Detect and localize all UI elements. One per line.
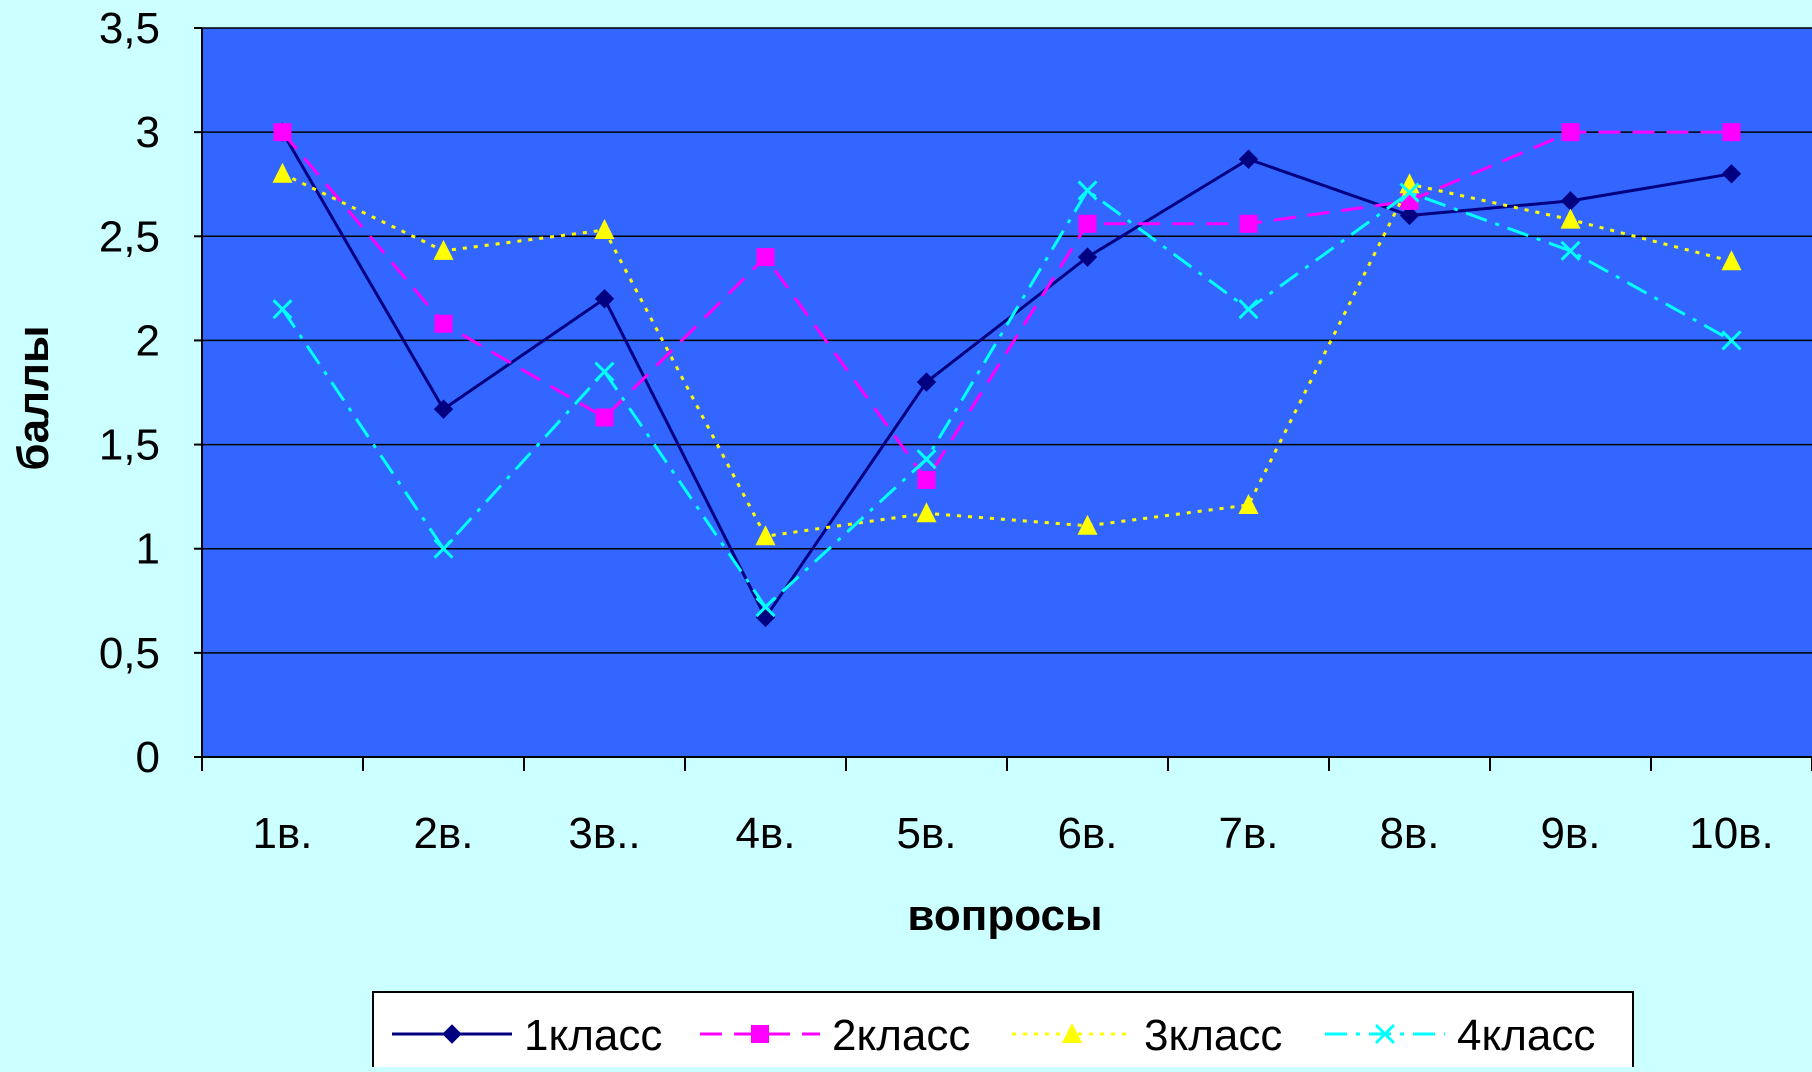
legend-item-1: 1класс <box>392 1011 662 1060</box>
data-point <box>1238 149 1259 169</box>
data-point <box>917 470 936 489</box>
legend-marker <box>442 1024 462 1044</box>
data-point <box>1238 493 1259 514</box>
y-tick-label: 1 <box>136 525 160 574</box>
data-point <box>1399 205 1420 226</box>
x-tick-label: 4в. <box>735 809 795 858</box>
data-point <box>755 596 776 618</box>
data-point <box>595 408 614 427</box>
legend-marker <box>1374 1023 1396 1045</box>
legend-label: 4класс <box>1457 1011 1595 1060</box>
data-point <box>1721 164 1742 184</box>
series-group <box>272 122 1742 628</box>
x-tick-label: 1в. <box>252 809 312 858</box>
x-axis-title: вопросы <box>907 891 1102 940</box>
x-tick-label: 7в. <box>1218 809 1278 858</box>
x-tick-label: 10в. <box>1689 809 1774 858</box>
legend-label: 1класс <box>524 1011 662 1060</box>
y-tick-label: 3,5 <box>99 4 160 53</box>
data-point <box>433 399 454 419</box>
data-point <box>594 361 615 382</box>
data-point <box>1722 123 1741 142</box>
data-point <box>916 372 937 392</box>
legend-item-2: 2класс <box>700 1011 970 1060</box>
axes: 0 0,5 1 1,5 2 2,5 3 3,5 1в. 2в. 3в.. 4в. 5в. 6в. 7в. 8в… <box>99 4 1812 858</box>
data-point <box>916 449 937 470</box>
y-tick-label: 0 <box>136 733 160 782</box>
series-line <box>281 188 1733 610</box>
y-tick-label: 2 <box>136 316 160 365</box>
data-point <box>755 525 776 546</box>
data-point <box>1077 514 1098 535</box>
legend-box <box>372 991 1634 1072</box>
data-point <box>434 314 453 333</box>
x-tick-label: 5в. <box>896 809 956 858</box>
data-point <box>1077 247 1098 267</box>
y-tick-label: 1,5 <box>99 421 160 470</box>
data-point <box>594 219 615 240</box>
x-tick-label: 3в.. <box>568 809 640 858</box>
data-point <box>594 289 615 309</box>
data-point <box>1721 330 1742 351</box>
legend-label: 2класс <box>832 1011 970 1060</box>
data-point <box>916 502 937 523</box>
x-tick-label: 9в. <box>1540 809 1600 858</box>
data-point <box>272 299 293 320</box>
data-point <box>273 123 292 142</box>
legend-item-4: 4класс <box>1325 1011 1595 1060</box>
x-tick-label: 6в. <box>1057 809 1117 858</box>
data-point <box>1238 299 1259 320</box>
legend: 1класс 2класс 3класс 4класс <box>372 991 1634 1072</box>
y-tick-label: 2,5 <box>99 212 160 261</box>
data-point <box>756 248 775 267</box>
data-point <box>1078 214 1097 233</box>
data-point <box>1721 250 1742 271</box>
data-point <box>1560 240 1581 261</box>
series-3 <box>272 162 1742 546</box>
x-tick-label: 8в. <box>1379 809 1439 858</box>
data-point <box>433 239 454 260</box>
y-tick-label: 3 <box>136 108 160 157</box>
series-line <box>281 130 1732 483</box>
data-point <box>1077 180 1098 201</box>
x-tick-label: 2в. <box>413 809 473 858</box>
legend-marker <box>751 1025 769 1043</box>
data-point <box>1399 182 1420 203</box>
data-point <box>1239 214 1258 233</box>
data-point <box>1561 123 1580 142</box>
data-point <box>433 538 454 559</box>
y-tick-label: 0,5 <box>99 629 160 678</box>
y-axis-title: баллы <box>9 325 58 470</box>
series-2 <box>273 123 1741 489</box>
legend-item-3: 3класс <box>1012 1011 1282 1060</box>
legend-marker <box>1062 1023 1082 1043</box>
series-line <box>281 131 1732 621</box>
data-point <box>1560 208 1581 229</box>
series-4 <box>272 180 1742 618</box>
legend-label: 3класс <box>1144 1011 1282 1060</box>
data-point <box>272 162 293 183</box>
